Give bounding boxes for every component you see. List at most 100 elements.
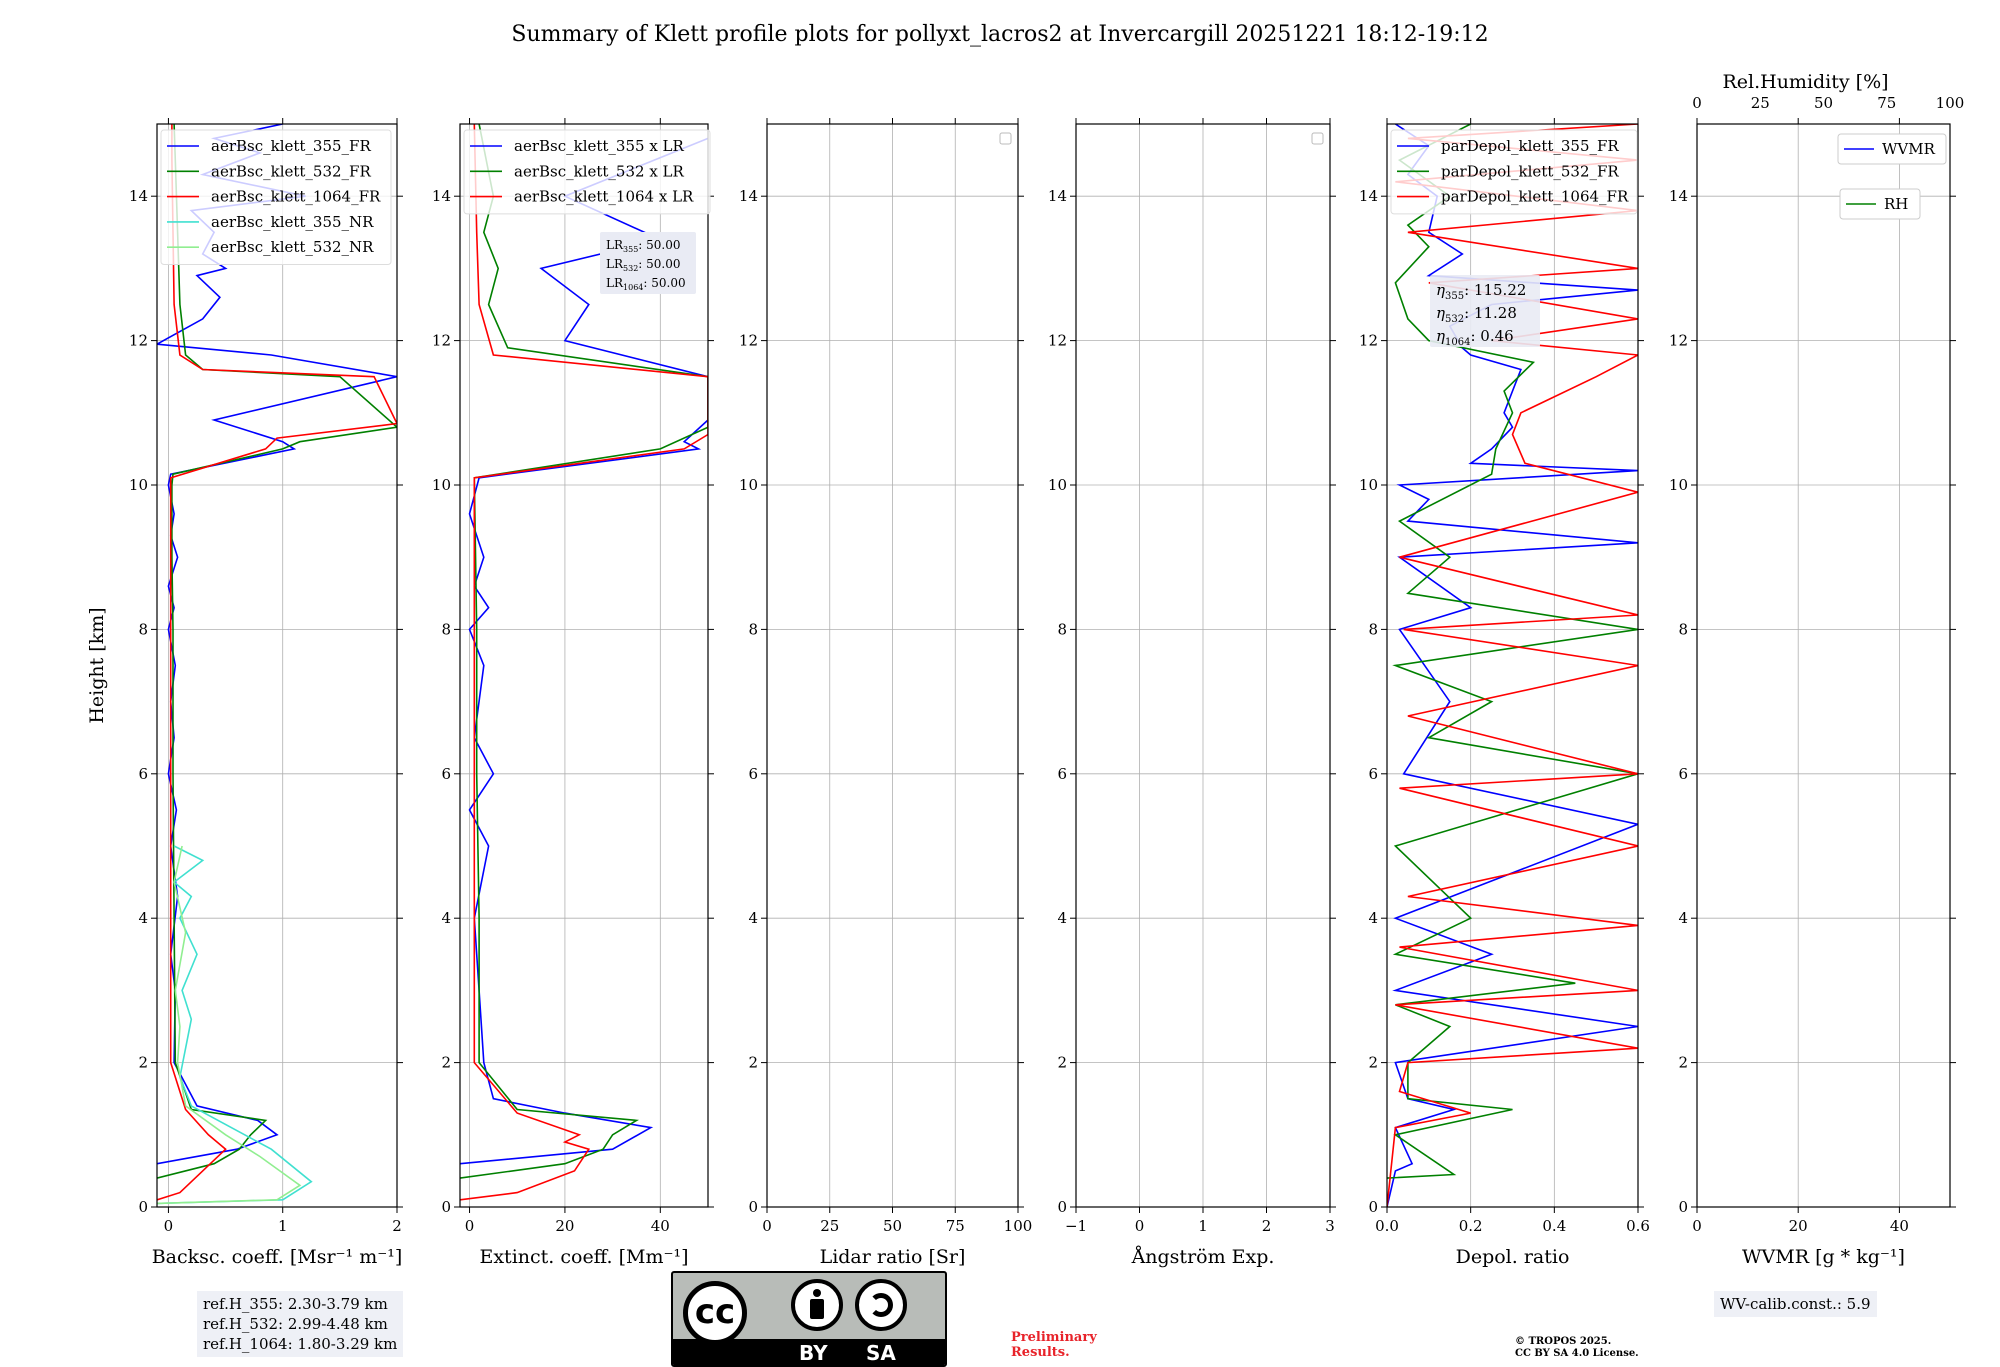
ytick-label-ext-2: 2 [441, 1054, 451, 1072]
ytick-label-lr-2: 2 [748, 1054, 758, 1072]
ytick-label-bsc-12: 12 [129, 332, 148, 350]
ytick-label-bsc-0: 0 [138, 1198, 148, 1216]
empty-legend-lr [999, 132, 1012, 145]
ytick-label-wv-8: 8 [1678, 620, 1688, 638]
legend-label-parDepol_klett_1064_FR: parDepol_klett_1064_FR [1441, 188, 1629, 206]
legend-label-aerBsc_klett_1064 x LR: aerBsc_klett_1064 x LR [514, 188, 694, 206]
series-aerBsc_klett_532_FR [157, 124, 397, 1179]
lr-text-1064: LR1064: 50.00 [606, 276, 686, 292]
legend-label-aerBsc_klett_532_NR: aerBsc_klett_532_NR [211, 238, 374, 256]
ytick-label-wv-6: 6 [1678, 765, 1688, 783]
ytick-label-wv-14: 14 [1669, 187, 1688, 205]
panel-ext: 0 2 4 6 8 10 12 14 0 20 40 Extinct. coeff. [Mm⁻¹] ae… [432, 118, 714, 1268]
eta-text-1064: η1064: 0.46 [1436, 327, 1514, 348]
ytick-label-ext-8: 8 [441, 620, 451, 638]
xtick-label-wv-0: 0 [1692, 1217, 1702, 1235]
legend-label-aerBsc_klett_355 x LR: aerBsc_klett_355 x LR [514, 137, 685, 155]
legend-label-WVMR: WVMR [1882, 140, 1936, 158]
top-xtick-label-25: 25 [1751, 94, 1770, 112]
ytick-label-ang-2: 2 [1057, 1054, 1067, 1072]
xtick-label-ext-40: 40 [651, 1217, 670, 1235]
series-aerBsc_klett_355_NR [157, 845, 313, 1205]
lr-text-355: LR355: 50.00 [606, 238, 681, 254]
xlabel-wv: WVMR [g * kg⁻¹] [1742, 1246, 1905, 1268]
legend-label-aerBsc_klett_532_FR: aerBsc_klett_532_FR [211, 162, 371, 180]
xtick-label-ang-3: 3 [1325, 1217, 1335, 1235]
legend-box-dep [1390, 129, 1638, 215]
ytick-label-ext-14: 14 [432, 187, 451, 205]
xtick-label-dep-0: 0.0 [1375, 1217, 1399, 1235]
top-xtick-label-50: 50 [1814, 94, 1833, 112]
ytick-label-wv-0: 0 [1678, 1198, 1688, 1216]
ytick-label-ext-12: 12 [432, 332, 451, 350]
xtick-label-bsc-2: 2 [392, 1217, 402, 1235]
ytick-label-bsc-2: 2 [138, 1054, 148, 1072]
series-aerBsc_klett_1064_FR [157, 124, 397, 1201]
ytick-label-ang-12: 12 [1048, 332, 1067, 350]
ytick-label-bsc-4: 4 [138, 909, 148, 927]
preliminary-line-1: Preliminary [1011, 1330, 1097, 1345]
xlabel-dep: Depol. ratio [1456, 1246, 1570, 1268]
xtick-label-lr-0: 0 [762, 1217, 772, 1235]
xtick-label-ext-20: 20 [555, 1217, 574, 1235]
legend-label-aerBsc_klett_355_FR: aerBsc_klett_355_FR [211, 137, 371, 155]
xtick-label-wv-40: 40 [1890, 1217, 1909, 1235]
ytick-label-ang-0: 0 [1057, 1198, 1067, 1216]
xtick-label-ang--1: −1 [1065, 1217, 1087, 1235]
ytick-label-dep-6: 6 [1368, 765, 1378, 783]
legend-box-RH [1839, 188, 1921, 220]
xtick-label-ang-2: 2 [1262, 1217, 1272, 1235]
ytick-label-ext-4: 4 [441, 909, 451, 927]
lr-annotation-box [600, 232, 696, 294]
legend-label-parDepol_klett_355_FR: parDepol_klett_355_FR [1441, 137, 1619, 155]
xtick-label-bsc-0: 0 [164, 1217, 174, 1235]
ytick-label-dep-4: 4 [1368, 909, 1378, 927]
xlabel-lr: Lidar ratio [Sr] [820, 1246, 966, 1268]
xtick-label-ang-1: 1 [1198, 1217, 1208, 1235]
ytick-label-ext-0: 0 [441, 1198, 451, 1216]
ytick-label-ang-6: 6 [1057, 765, 1067, 783]
ytick-label-wv-10: 10 [1669, 476, 1688, 494]
xtick-label-dep-0.2: 0.2 [1459, 1217, 1483, 1235]
legend-label-aerBsc_klett_355_NR: aerBsc_klett_355_NR [211, 213, 374, 231]
share-alike-icon [855, 1279, 907, 1331]
xtick-label-wv-20: 20 [1789, 1217, 1808, 1235]
ytick-label-wv-12: 12 [1669, 332, 1688, 350]
ytick-label-dep-0: 0 [1368, 1198, 1378, 1216]
top-xtick-label-75: 75 [1877, 94, 1896, 112]
eta-text-355: η355: 115.22 [1436, 281, 1526, 302]
xtick-label-ang-0: 0 [1135, 1217, 1145, 1235]
ytick-label-wv-2: 2 [1678, 1054, 1688, 1072]
ytick-label-lr-10: 10 [739, 476, 758, 494]
xlabel-bsc: Backsc. coeff. [Msr⁻¹ m⁻¹] [152, 1246, 403, 1268]
preliminary-line-2: Results. [1011, 1345, 1070, 1360]
xtick-label-lr-50: 50 [883, 1217, 902, 1235]
cc-license-badge[interactable]: cc BY SA [671, 1271, 947, 1367]
legend-box-bsc [160, 129, 392, 265]
ytick-label-ext-6: 6 [441, 765, 451, 783]
ytick-label-lr-12: 12 [739, 332, 758, 350]
copyright-line-2: CC BY SA 4.0 License. [1515, 1348, 1639, 1359]
ytick-label-lr-4: 4 [748, 909, 758, 927]
legend-box-WVMR [1837, 133, 1947, 165]
cc-by-label: BY [799, 1341, 828, 1365]
ytick-label-bsc-14: 14 [129, 187, 148, 205]
ytick-label-bsc-6: 6 [138, 765, 148, 783]
ytick-label-ang-14: 14 [1048, 187, 1067, 205]
copyright-line-1: © TROPOS 2025. [1515, 1336, 1612, 1347]
cc-sa-label: SA [866, 1341, 896, 1365]
eta-annotation-box [1430, 275, 1540, 347]
lr-text-532: LR532: 50.00 [606, 257, 681, 273]
ytick-label-ang-10: 10 [1048, 476, 1067, 494]
cc-logo-text: cc [694, 1292, 736, 1332]
series-aerBsc_klett_355_FR [157, 124, 397, 1165]
ytick-label-wv-4: 4 [1678, 909, 1688, 927]
xtick-label-lr-75: 75 [946, 1217, 965, 1235]
xtick-label-dep-0.4: 0.4 [1542, 1217, 1566, 1235]
ytick-label-lr-14: 14 [739, 187, 758, 205]
xtick-label-bsc-1: 1 [278, 1217, 288, 1235]
ytick-label-ext-10: 10 [432, 476, 451, 494]
